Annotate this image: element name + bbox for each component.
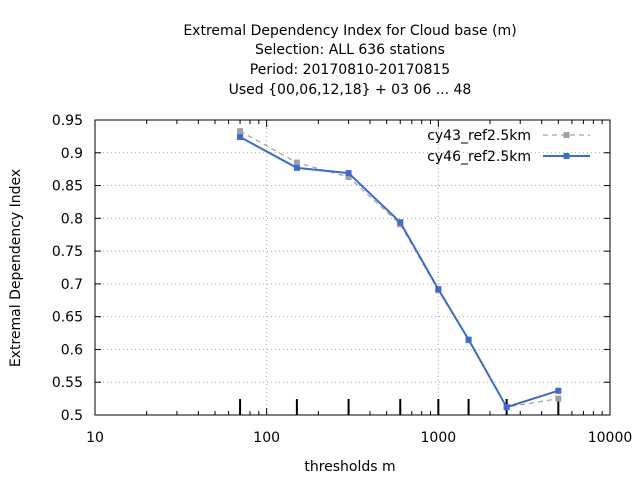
y-tick-label: 0.6 [61, 342, 83, 358]
x-tick-label: 10 [86, 430, 104, 446]
x-tick-label: 1000 [421, 430, 457, 446]
data-point [237, 134, 244, 141]
series-line-cy43_ref2.5km [239, 130, 559, 408]
title-line-1: Extremal Dependency Index for Cloud base… [183, 23, 516, 39]
data-point [435, 286, 442, 293]
axis-ticks: 0.5 0.55 0.6 0.65 0.7 0.75 0.8 0.85 0.9 0.95 10 100… [52, 113, 632, 446]
legend: cy43_ref2.5km cy46_ref2.5km [427, 128, 590, 165]
data-point [465, 336, 472, 343]
y-tick-label: 0.7 [61, 277, 83, 293]
y-tick-label: 0.9 [61, 146, 83, 162]
y-tick-label: 0.85 [52, 179, 83, 195]
data-series [237, 128, 562, 411]
y-tick-label: 0.5 [61, 408, 83, 424]
x-tick-label: 100 [253, 430, 280, 446]
grid [95, 120, 610, 415]
data-point [293, 164, 300, 171]
chart-title: Extremal Dependency Index for Cloud base… [183, 23, 516, 98]
data-point [503, 404, 510, 411]
legend-marker [563, 132, 570, 138]
y-tick-label: 0.75 [52, 244, 83, 260]
x-tick-label: 10000 [588, 430, 633, 446]
data-point [555, 395, 562, 402]
title-line-2: Selection: ALL 636 stations [255, 42, 445, 58]
y-axis-label: Extremal Dependency Index [8, 169, 24, 367]
y-tick-label: 0.65 [52, 310, 83, 326]
title-line-3: Period: 20170810-20170815 [250, 62, 450, 78]
data-point [293, 159, 300, 166]
series-line-cy46_ref2.5km [239, 136, 559, 409]
legend-label: cy46_ref2.5km [427, 149, 531, 165]
y-tick-label: 0.55 [52, 375, 83, 391]
x-axis-label: thresholds m [304, 459, 395, 475]
title-line-4: Used {00,06,12,18} + 03 06 ... 48 [229, 82, 472, 98]
data-point [345, 174, 352, 181]
data-point [345, 170, 352, 177]
data-point [237, 128, 244, 135]
observation-count-bars [239, 399, 560, 415]
legend-marker [563, 153, 570, 159]
legend-label: cy43_ref2.5km [427, 128, 531, 144]
y-tick-label: 0.95 [52, 113, 83, 129]
data-point [555, 387, 562, 394]
data-point [397, 219, 404, 226]
plot-frame [94, 119, 611, 416]
y-tick-label: 0.8 [61, 211, 83, 227]
